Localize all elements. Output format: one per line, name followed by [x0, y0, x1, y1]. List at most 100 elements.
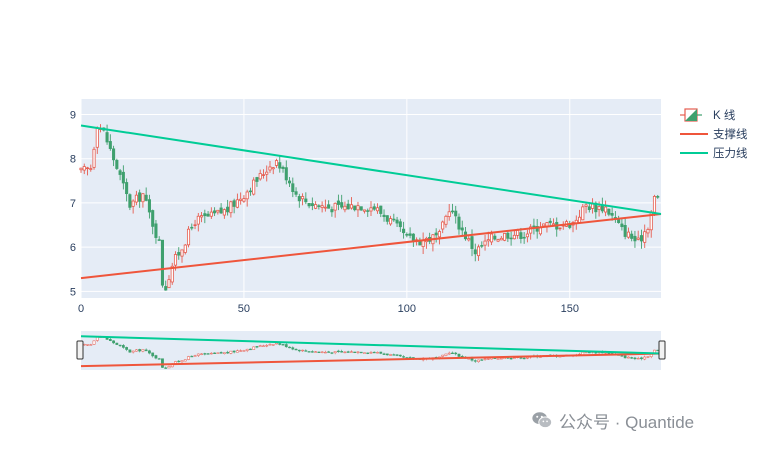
candle-down — [640, 356, 643, 361]
legend-item-resistance-line[interactable]: 压力线 — [680, 146, 748, 160]
candle-down — [353, 351, 357, 354]
candle-up — [229, 350, 233, 355]
candle-up — [323, 199, 327, 212]
candle-down — [506, 231, 510, 242]
candle-up — [82, 163, 86, 175]
candle-down — [206, 211, 210, 217]
candle-down — [617, 215, 621, 224]
candle-up — [268, 343, 272, 346]
candle-down — [454, 351, 458, 356]
candle-down — [138, 348, 142, 353]
candle-down — [340, 349, 344, 353]
candle-down — [607, 208, 611, 217]
candle-up — [333, 351, 337, 355]
watermark: 公众号 · Quantide — [531, 405, 694, 435]
candle-up — [200, 212, 204, 223]
x-tick-label: 100 — [398, 303, 416, 315]
candle-up — [235, 193, 239, 209]
candle-down — [307, 351, 311, 353]
legend-item-support-line[interactable]: 支撑线 — [680, 127, 748, 141]
candle-up — [581, 203, 585, 221]
candle-up — [447, 351, 451, 355]
resistance-line — [80, 335, 662, 355]
candle-up — [271, 166, 275, 175]
candle-up — [447, 203, 451, 221]
candle-down — [457, 213, 461, 235]
candle-down — [639, 229, 643, 249]
candle-down — [248, 187, 252, 196]
candle-up — [183, 359, 187, 362]
candle-up — [239, 349, 243, 352]
wechat-icon — [532, 412, 553, 429]
candle-down — [372, 351, 376, 354]
candle-up — [467, 235, 471, 242]
candle-up — [252, 177, 256, 196]
candle-down — [219, 203, 223, 214]
candle-down — [317, 351, 321, 353]
main-plot[interactable] — [79, 99, 662, 298]
candle-up — [349, 197, 353, 210]
candle-up — [333, 202, 337, 218]
candle-up — [369, 351, 373, 354]
legend-item-candlestick[interactable]: K 线 — [680, 108, 736, 122]
candle-up — [193, 354, 197, 357]
candle-down — [284, 160, 288, 185]
candle-down — [281, 344, 285, 346]
candle-down — [121, 343, 125, 349]
candle-down — [385, 215, 389, 225]
candle-down — [249, 348, 252, 351]
candle-down — [294, 348, 298, 351]
support-line — [80, 212, 662, 280]
candle-up — [558, 227, 562, 231]
candle-down — [190, 355, 194, 358]
candle-up — [529, 224, 533, 240]
range-slider[interactable] — [76, 331, 666, 370]
candle-up — [92, 340, 96, 345]
range-slider-right-handle[interactable] — [658, 340, 666, 360]
candle-down — [151, 352, 155, 358]
candle-down — [473, 243, 477, 262]
candle-down — [147, 194, 151, 219]
range-slider-left-handle[interactable] — [76, 340, 84, 360]
candle-up — [604, 200, 608, 217]
candle-up — [85, 166, 90, 176]
candle-up — [626, 227, 630, 239]
candle-down — [402, 221, 406, 239]
candle-down — [535, 219, 539, 239]
candle-down — [366, 352, 370, 355]
candle-down — [310, 350, 314, 353]
candle-up — [320, 351, 324, 354]
candle-up — [216, 352, 220, 354]
x-tick-label: 50 — [238, 303, 250, 315]
candle-down — [226, 199, 230, 216]
candle-up — [239, 192, 243, 205]
candle-down — [287, 177, 292, 188]
candle-down — [366, 208, 370, 217]
candle-up — [89, 164, 93, 172]
candle-up — [362, 209, 367, 214]
candle-up — [229, 200, 233, 218]
candle-up — [496, 358, 500, 360]
candle-down — [307, 202, 311, 209]
candle-down — [213, 207, 217, 217]
watermark-text: 公众号 · Quantide — [559, 412, 695, 432]
candle-down — [203, 352, 207, 356]
candle-down — [454, 205, 458, 224]
candle-down — [144, 187, 148, 202]
candle-up — [369, 201, 373, 216]
candle-down — [232, 198, 236, 214]
candle-down — [372, 203, 376, 211]
candle-down — [340, 194, 344, 210]
candle-up — [376, 351, 379, 354]
candle-down — [144, 348, 148, 352]
candle-down — [633, 230, 637, 248]
candle-up — [79, 167, 83, 173]
candle-down — [128, 349, 132, 353]
candle-down — [473, 359, 477, 363]
candle-down — [288, 346, 291, 349]
candle-down — [125, 346, 129, 352]
candle-down — [125, 178, 129, 202]
candle-down — [392, 353, 396, 356]
candle-down — [392, 213, 396, 222]
candle-down — [138, 189, 142, 208]
